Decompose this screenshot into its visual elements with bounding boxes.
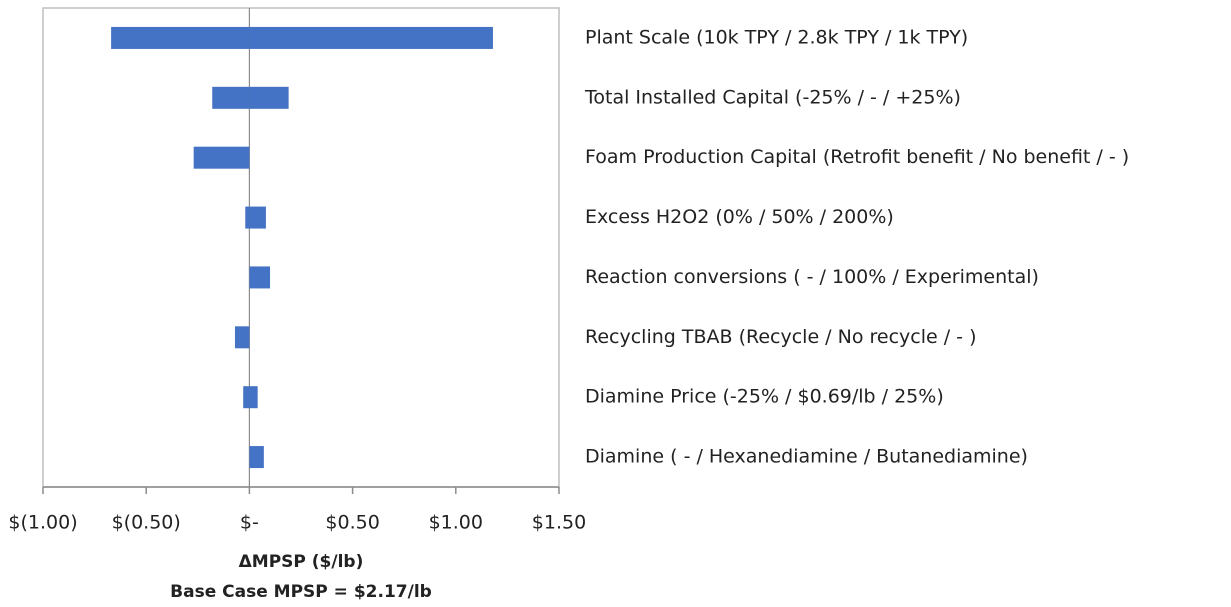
bar <box>243 386 250 409</box>
x-tick-label: $(1.00) <box>8 512 77 534</box>
category-label: Foam Production Capital (Retrofit benefi… <box>585 146 1129 168</box>
category-label: Total Installed Capital (-25% / - / +25%… <box>584 86 961 108</box>
x-tick-label: $1.50 <box>532 512 586 534</box>
x-tick-label: $(0.50) <box>112 512 181 534</box>
category-label: Plant Scale (10k TPY / 2.8k TPY / 1k TPY… <box>585 26 968 48</box>
bar <box>193 146 250 169</box>
bar <box>249 446 264 469</box>
bar <box>249 206 266 229</box>
x-tick-label: $1.00 <box>429 512 483 534</box>
bar <box>249 386 258 409</box>
bar <box>249 86 289 109</box>
bar <box>212 86 250 109</box>
plot-frame <box>42 7 560 488</box>
category-label: Diamine ( - / Hexanediamine / Butanediam… <box>585 446 1028 468</box>
x-tick-label: $- <box>240 512 259 534</box>
x-axis-title: ΔMPSP ($/lb) <box>239 552 364 572</box>
bar <box>111 26 250 49</box>
bar <box>249 26 493 49</box>
bar <box>245 206 250 229</box>
x-axis-subtitle: Base Case MPSP = $2.17/lb <box>170 582 432 602</box>
bar <box>234 326 250 349</box>
category-label: Reaction conversions ( - / 100% / Experi… <box>585 266 1039 288</box>
category-label: Diamine Price (-25% / $0.69/lb / 25%) <box>585 386 944 408</box>
category-label: Recycling TBAB (Recycle / No recycle / -… <box>585 326 976 348</box>
x-tick-label: $0.50 <box>325 512 379 534</box>
bar <box>249 266 271 289</box>
category-label: Excess H2O2 (0% / 50% / 200%) <box>585 206 894 228</box>
